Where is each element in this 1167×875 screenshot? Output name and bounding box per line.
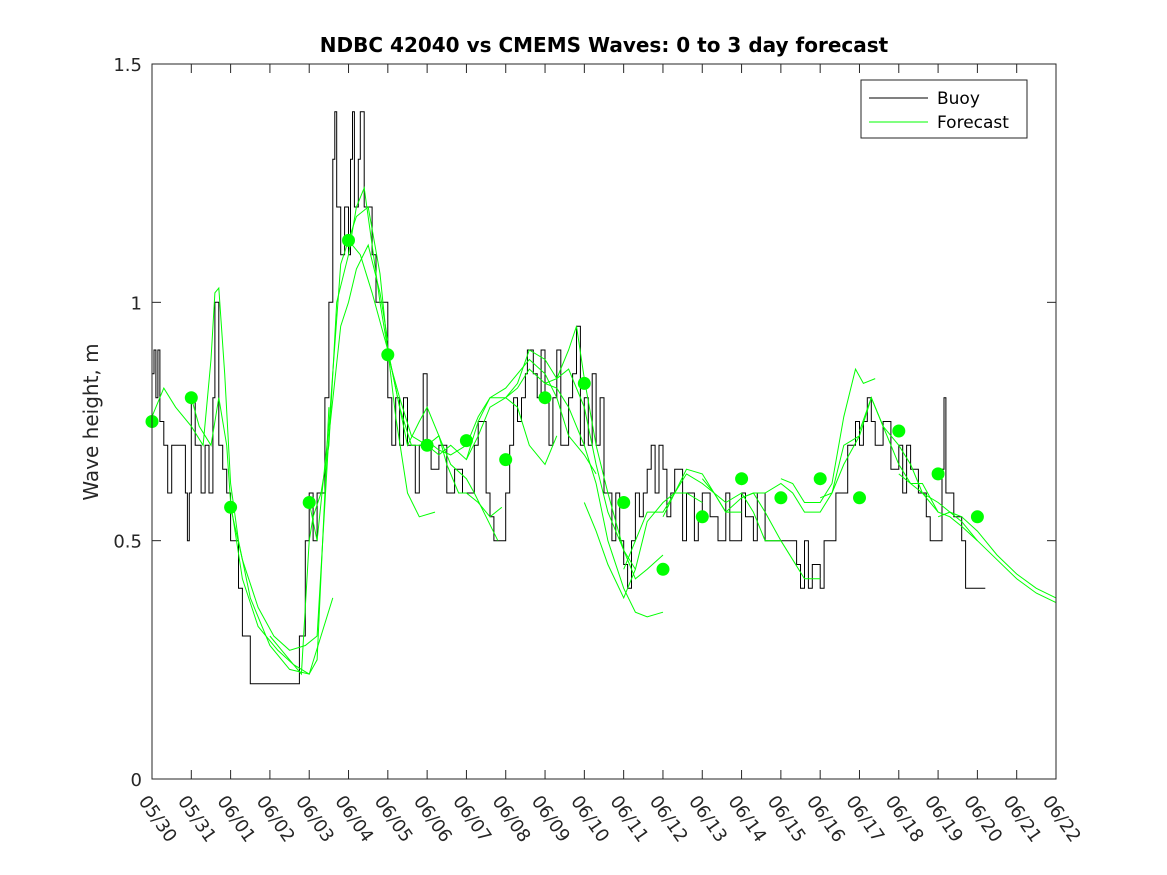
forecast-marker-15 xyxy=(774,491,788,505)
forecast-marker-7 xyxy=(459,434,473,448)
forecast-line-3 xyxy=(269,185,436,676)
forecast-line-14 xyxy=(701,478,821,580)
forecast-marker-14 xyxy=(735,472,749,486)
forecast-marker-16 xyxy=(813,472,827,486)
y-tick-label-0: 0 xyxy=(131,770,142,791)
forecast-line-2 xyxy=(230,243,389,651)
forecast-marker-5 xyxy=(381,348,395,362)
forecast-line-19 xyxy=(898,473,1057,604)
y-tick-label-1: 0.5 xyxy=(113,532,142,553)
buoy-line xyxy=(152,111,986,685)
forecast-line-6 xyxy=(387,354,558,466)
forecast-marker-6 xyxy=(420,438,434,452)
y-tick-label-2: 1 xyxy=(131,293,142,314)
forecast-marker-18 xyxy=(892,424,906,438)
forecast-line-15 xyxy=(741,435,860,513)
forecast-marker-8 xyxy=(499,453,513,467)
plot-frame xyxy=(151,63,1057,780)
forecast-marker-3 xyxy=(302,496,316,509)
forecast-marker-19 xyxy=(931,467,945,481)
forecast-line-20 xyxy=(937,511,1057,599)
forecast-marker-20 xyxy=(970,510,984,524)
forecast-line-8 xyxy=(465,349,636,570)
series-layer xyxy=(145,111,1057,685)
forecast-marker-13 xyxy=(695,510,709,524)
forecast-line-0 xyxy=(151,286,330,675)
legend: Buoy Forecast xyxy=(860,79,1028,139)
forecast-marker-1 xyxy=(184,391,198,405)
chart-title: NDBC 42040 vs CMEMS Waves: 0 to 3 day fo… xyxy=(320,33,889,57)
forecast-marker-10 xyxy=(577,376,591,390)
forecast-line-7 xyxy=(426,358,597,475)
forecast-line-18 xyxy=(859,396,978,542)
forecast-marker-9 xyxy=(538,391,552,405)
forecast-line-5 xyxy=(348,240,503,518)
legend-forecast-label: Forecast xyxy=(937,113,1009,133)
forecast-marker-17 xyxy=(853,491,866,505)
forecast-marker-2 xyxy=(224,500,238,514)
forecast-marker-4 xyxy=(342,233,355,247)
y-axis-label: Wave height, m xyxy=(79,343,103,500)
legend-buoy-label: Buoy xyxy=(937,89,980,109)
legend-box xyxy=(860,79,1028,139)
forecast-line-16 xyxy=(780,367,876,503)
forecast-line-11 xyxy=(583,492,703,600)
forecast-marker-12 xyxy=(656,562,670,576)
forecast-line-1 xyxy=(190,397,334,675)
forecast-line-10 xyxy=(544,382,664,618)
y-tick-label-3: 1.5 xyxy=(113,55,142,76)
forecast-marker-11 xyxy=(617,496,631,509)
forecast-line-13 xyxy=(662,473,781,542)
